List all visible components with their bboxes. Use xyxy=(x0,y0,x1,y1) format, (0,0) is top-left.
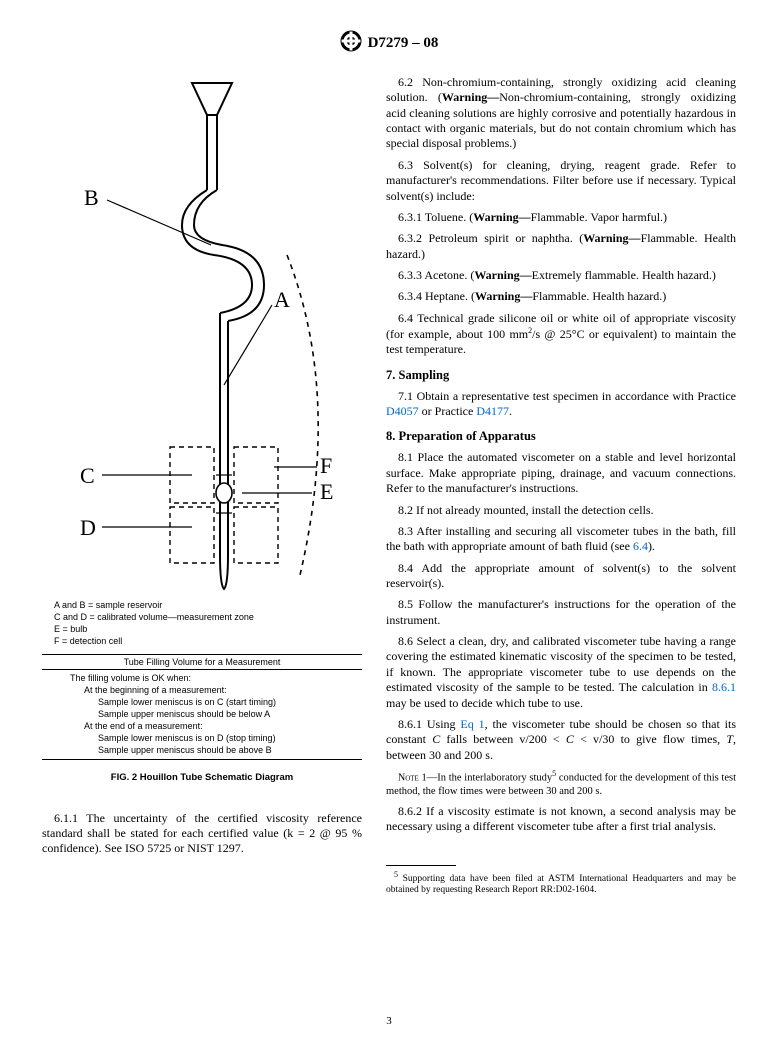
para-6-1-1: 6.1.1 The uncertainty of the certified v… xyxy=(42,811,362,857)
label-e: E xyxy=(320,479,333,505)
para-6-3: 6.3 Solvent(s) for cleaning, drying, rea… xyxy=(386,158,736,204)
para-6-3-4: 6.3.4 Heptane. (Warning—Flammable. Healt… xyxy=(386,289,736,304)
label-f: F xyxy=(320,453,332,479)
table-row: Sample upper meniscus should be above B xyxy=(70,744,362,756)
astm-logo xyxy=(340,30,362,57)
designation: D7279 – 08 xyxy=(368,35,439,52)
para-6-4: 6.4 Technical grade silicone oil or whit… xyxy=(386,311,736,358)
table-lead: The filling volume is OK when: xyxy=(70,672,362,684)
para-8-6-2: 8.6.2 If a viscosity estimate is not kno… xyxy=(386,804,736,835)
label-b: B xyxy=(84,185,99,211)
page-header: D7279 – 08 xyxy=(42,30,736,57)
page-number: 3 xyxy=(0,1015,778,1027)
footnote-rule xyxy=(386,865,456,866)
houillon-tube-diagram: B A C D F E xyxy=(42,75,362,605)
table-row: Sample upper meniscus should be below A xyxy=(70,708,362,720)
legend-row: E = bulb xyxy=(42,623,362,635)
para-7-1: 7.1 Obtain a representative test specime… xyxy=(386,389,736,420)
para-8-1: 8.1 Place the automated viscometer on a … xyxy=(386,450,736,496)
note-1: Note 1—In the interlaboratory study5 con… xyxy=(386,769,736,798)
link-d4057[interactable]: D4057 xyxy=(386,404,419,418)
left-column: B A C D F E A and B = sample reservoir C… xyxy=(42,75,362,897)
para-8-6: 8.6 Select a clean, dry, and calibrated … xyxy=(386,634,736,711)
link-eq1[interactable]: Eq 1 xyxy=(460,717,484,731)
section-7-title: 7. Sampling xyxy=(386,368,736,383)
para-8-3: 8.3 After installing and securing all vi… xyxy=(386,524,736,555)
para-8-5: 8.5 Follow the manufacturer's instructio… xyxy=(386,597,736,628)
para-8-6-1: 8.6.1 Using Eq 1, the viscometer tube sh… xyxy=(386,717,736,763)
para-6-3-1: 6.3.1 Toluene. (Warning—Flammable. Vapor… xyxy=(386,210,736,225)
table-title: Tube Filling Volume for a Measurement xyxy=(42,654,362,670)
label-a: A xyxy=(274,287,290,313)
legend-row: C and D = calibrated volume—measurement … xyxy=(42,611,362,623)
para-8-2: 8.2 If not already mounted, install the … xyxy=(386,503,736,518)
label-c: C xyxy=(80,463,95,489)
para-8-4: 8.4 Add the appropriate amount of solven… xyxy=(386,561,736,592)
diagram-legend: A and B = sample reservoir C and D = cal… xyxy=(42,599,362,648)
link-6-4[interactable]: 6.4 xyxy=(633,539,648,553)
legend-row: F = detection cell xyxy=(42,635,362,647)
table-row: Sample lower meniscus is on C (start tim… xyxy=(70,696,362,708)
label-d: D xyxy=(80,515,96,541)
tube-filling-table: Tube Filling Volume for a Measurement Th… xyxy=(42,654,362,760)
link-8-6-1[interactable]: 8.6.1 xyxy=(712,680,736,694)
right-column: 6.2 Non-chromium-containing, strongly ox… xyxy=(386,75,736,897)
table-row: At the beginning of a measurement: xyxy=(70,684,362,696)
para-6-3-3: 6.3.3 Acetone. (Warning—Extremely flamma… xyxy=(386,268,736,283)
table-row: At the end of a measurement: xyxy=(70,720,362,732)
table-row: Sample lower meniscus is on D (stop timi… xyxy=(70,732,362,744)
para-6-3-2: 6.3.2 Petroleum spirit or naphtha. (Warn… xyxy=(386,231,736,262)
section-8-title: 8. Preparation of Apparatus xyxy=(386,429,736,444)
figure-caption: FIG. 2 Houillon Tube Schematic Diagram xyxy=(42,772,362,783)
footnote-5: 5 Supporting data have been filed at AST… xyxy=(386,870,736,897)
para-6-2: 6.2 Non-chromium-containing, strongly ox… xyxy=(386,75,736,152)
link-d4177[interactable]: D4177 xyxy=(476,404,509,418)
